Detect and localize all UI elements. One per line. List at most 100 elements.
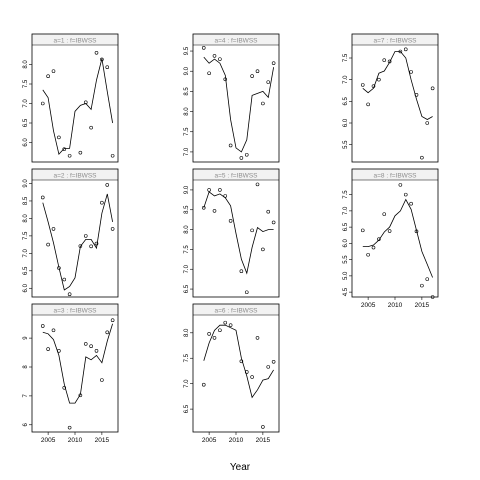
data-point [425,277,430,281]
data-point [250,375,254,379]
data-point [207,188,211,192]
data-point [387,59,392,64]
data-point [223,77,228,82]
data-point [430,86,435,91]
y-tick-label: 7.5 [184,127,190,136]
y-tick-label: 6.5 [184,284,190,293]
y-tick-label: 6.5 [23,118,29,127]
data-point [255,182,260,187]
y-tick-label: 6.5 [23,266,29,275]
data-point [409,201,413,206]
data-point [89,344,93,349]
y-tick-label: 9.5 [184,46,190,55]
x-tick-label: 2010 [68,437,83,444]
data-point [387,229,392,233]
x-axis-label: Year [230,462,251,473]
y-tick-label: 6.0 [23,283,29,292]
panel-strip-label: a=2 : f=IBWSS [54,173,98,180]
data-point [201,205,206,210]
panel-frame [351,168,439,298]
panel-frame [192,33,280,163]
data-point [366,102,370,107]
data-point [212,54,217,58]
data-point [100,200,104,205]
y-tick-label: 7.5 [23,79,29,88]
y-tick-label: 7.0 [23,99,29,108]
data-point [62,385,67,390]
y-tick-label: 5.5 [343,255,349,264]
y-tick-label: 8.5 [184,205,190,214]
data-point [244,152,249,157]
fit-line [203,56,274,153]
y-tick-label: 8 [23,365,29,369]
data-point [78,150,83,155]
y-tick-label: 8.0 [184,328,190,337]
fit-line [362,51,433,120]
data-point [360,83,365,87]
panel-frame [31,168,119,298]
data-point [244,370,249,374]
y-tick-label: 8.0 [23,60,29,69]
data-point [398,183,403,187]
data-point [110,153,115,158]
data-point [40,324,45,328]
y-tick-label: 7.5 [184,245,190,254]
panel-frame [351,33,439,163]
data-point [105,65,110,70]
y-tick-label: 6 [23,422,29,426]
data-point [67,153,72,158]
panel-frame [192,303,280,433]
data-point [250,228,254,233]
data-point [51,69,56,73]
data-point [83,100,88,105]
data-point [110,318,115,323]
data-point [110,227,115,231]
panel-strip-label: a=1 : f=IBWSS [54,38,98,45]
panel-frame [31,33,119,163]
data-point [40,101,45,106]
data-point [62,277,67,282]
data-point [414,93,419,97]
data-point [261,101,265,106]
data-point [371,245,376,250]
data-point [105,183,110,187]
y-tick-label: 7.0 [23,249,29,258]
data-point [212,209,217,213]
data-point [201,382,206,387]
panel-strip-label: a=8 : f=IBWSS [374,173,418,180]
data-point [266,365,271,369]
data-point [67,292,72,297]
y-tick-label: 7.5 [343,53,349,62]
x-tick-label: 2015 [95,437,110,444]
fit-line [203,191,274,275]
fit-line [203,324,274,399]
fit-line [362,198,433,278]
panel-strip [32,304,118,315]
data-point [212,336,217,340]
fit-line [42,323,113,404]
fit-line [42,58,113,156]
data-point [244,290,249,295]
data-point [261,425,265,429]
y-tick-label: 7.5 [184,353,190,362]
data-point [223,194,228,198]
panel-2: a=2 : f=IBWSS 6.0 6.5 7.0 7.5 8.0 8.5 9.0 [23,168,119,298]
data-point [46,242,50,247]
x-tick-label: 2015 [256,437,271,444]
data-point [207,332,211,336]
data-point [266,80,271,84]
y-tick-label: 9 [23,336,29,340]
data-point [67,425,72,430]
data-point [228,143,233,148]
data-point [46,74,50,78]
data-point [89,244,93,249]
data-point [40,195,45,200]
data-point [250,74,254,78]
data-point [266,209,271,214]
data-point [218,328,222,333]
data-point [218,188,222,192]
data-point [57,135,61,140]
panel-frame [192,168,280,298]
panel-strip-label: a=5 : f=IBWSS [215,173,259,180]
y-tick-label: 6.5 [343,97,349,106]
